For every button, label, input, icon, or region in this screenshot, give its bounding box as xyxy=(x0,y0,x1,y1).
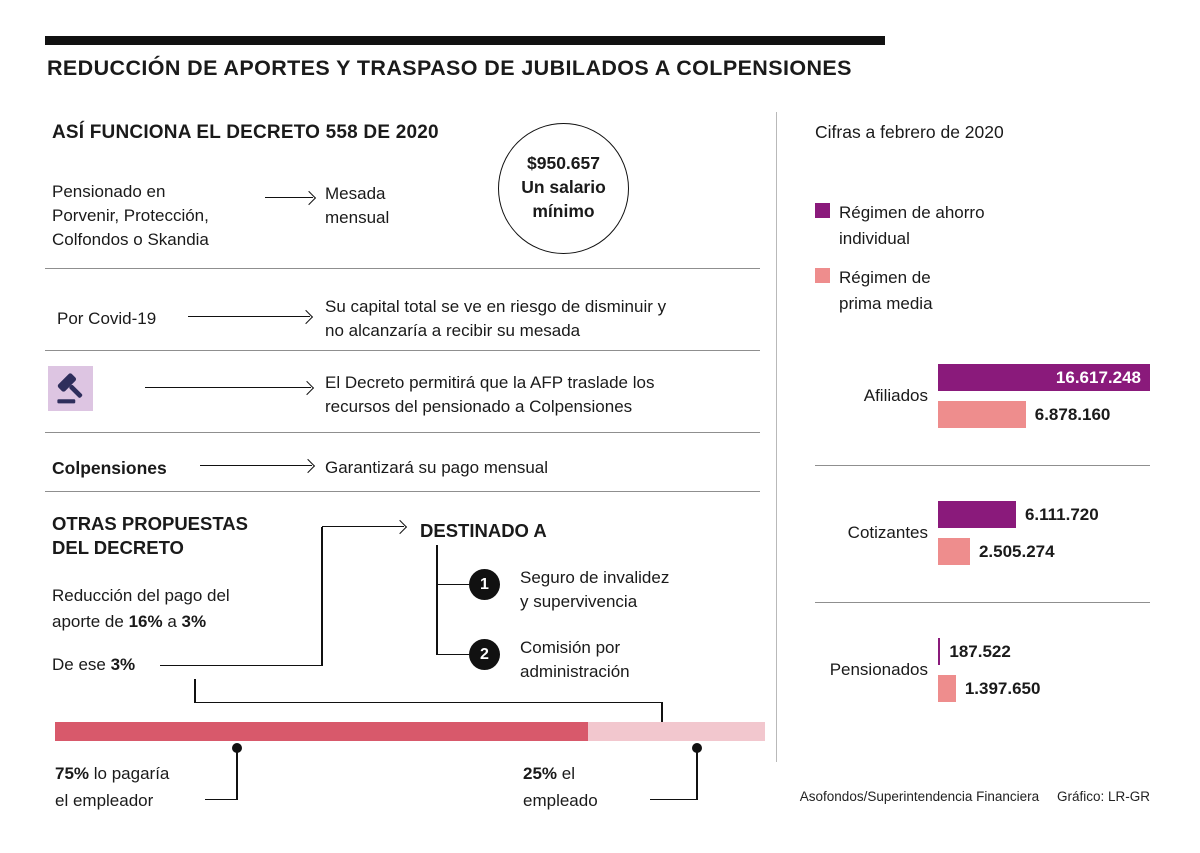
bar-value-label: 1.397.650 xyxy=(964,678,1041,698)
chart-group-divider xyxy=(815,602,1150,603)
legend-swatch-prima-media xyxy=(815,268,830,283)
callout-line xyxy=(650,799,697,800)
connector-line xyxy=(661,702,663,722)
category-label: Afiliados xyxy=(863,386,928,405)
legend-label-prima-media: Régimen de prima media xyxy=(839,268,933,313)
bar-value-label: 6.111.720 xyxy=(1024,504,1099,524)
employee-share-label: 25% el empleado xyxy=(523,764,598,811)
callout-line xyxy=(205,799,237,800)
destined-item-2: Comisión por administración xyxy=(520,638,630,682)
arrow-right-icon xyxy=(200,465,312,466)
legend-label-ahorro-individual: Régimen de ahorro individual xyxy=(839,203,985,248)
employer-share-label: 75% lo pagaría el empleador xyxy=(55,764,170,811)
bar-ahorro-individual xyxy=(938,638,941,665)
chart-group-pensionados: Pensionados 187.522 1.397.650 xyxy=(815,638,1150,702)
section-divider xyxy=(45,491,760,492)
arrow-right-icon xyxy=(265,197,313,198)
bar-row: 16.617.248 xyxy=(938,364,1150,391)
bar-row: 187.522 xyxy=(938,638,1150,665)
bar-row: 1.397.650 xyxy=(938,675,1150,702)
connector-line xyxy=(321,527,323,666)
connector-arrow-icon xyxy=(322,526,404,527)
bar-prima-media xyxy=(938,675,956,702)
de-ese-text: De ese 3% xyxy=(52,655,136,674)
callout-line xyxy=(696,751,698,800)
bar-ahorro-individual xyxy=(938,501,1016,528)
salary-circle: $950.657 Un salario mínimo xyxy=(498,123,629,254)
row4-target: Garantizará su pago mensual xyxy=(325,458,549,477)
bar-prima-media xyxy=(938,538,970,565)
row2-target: Su capital total se ve en riesgo de dism… xyxy=(325,297,667,341)
arrow-right-icon xyxy=(145,387,311,388)
bar-row: 6.878.160 xyxy=(938,401,1150,428)
employee-marker-dot xyxy=(692,743,702,753)
other-proposals-heading: OTRAS PROPUESTAS DEL DECRETO xyxy=(52,513,248,559)
bar-prima-media xyxy=(938,401,1026,428)
bar-value-label: 16.617.248 xyxy=(1055,367,1141,387)
row1-source: Pensionado en Porvenir, Protección, Colf… xyxy=(52,182,209,250)
legend-swatch-ahorro-individual xyxy=(815,203,830,218)
connector-line xyxy=(160,665,322,666)
right-section-heading: Cifras a febrero de 2020 xyxy=(815,122,1004,142)
gavel-icon-glyph xyxy=(57,373,83,404)
destined-heading: DESTINADO A xyxy=(420,520,547,541)
callout-line xyxy=(236,751,238,800)
row3-target: El Decreto permitirá que la AFP traslade… xyxy=(325,373,655,417)
chart-group-cotizantes: Cotizantes 6.111.720 2.505.274 xyxy=(815,501,1150,565)
reduction-text: Reducción del pago del aporte de 16% a 3… xyxy=(52,586,230,632)
bar-chart: Afiliados 16.617.248 6.878.160 Cotizantes 6.… xyxy=(815,364,1150,702)
salary-label-line1: Un salario xyxy=(521,177,606,198)
split-bar-employer xyxy=(55,722,588,741)
row1-target: Mesada mensual xyxy=(325,184,390,228)
credit-text: Gráfico: LR-GR xyxy=(1056,789,1150,804)
bar-value-label: 6.878.160 xyxy=(1034,404,1111,424)
connector-line xyxy=(194,702,662,703)
split-bar-employee xyxy=(587,722,765,741)
destined-item-1: Seguro de invalidez y supervivencia xyxy=(520,568,670,612)
bracket-line xyxy=(436,584,469,585)
numbered-badge-2: 2 xyxy=(469,639,500,670)
split-bar xyxy=(55,722,765,741)
salary-amount: $950.657 xyxy=(527,153,600,173)
bar-ahorro-individual: 16.617.248 xyxy=(938,364,1150,391)
section-divider xyxy=(45,432,760,433)
gavel-icon xyxy=(48,366,93,411)
bar-row: 6.111.720 xyxy=(938,501,1150,528)
section-divider xyxy=(45,268,760,269)
chart-group-afiliados: Afiliados 16.617.248 6.878.160 xyxy=(815,364,1150,428)
source-text: Asofondos/Superintendencia Financiera xyxy=(799,789,1040,804)
connector-line xyxy=(194,679,196,703)
bar-value-label: 2.505.274 xyxy=(978,541,1055,561)
bar-row: 2.505.274 xyxy=(938,538,1150,565)
employer-marker-dot xyxy=(232,743,242,753)
salary-label-line2: mínimo xyxy=(532,201,595,222)
section-divider xyxy=(45,350,760,351)
source-credit: Asofondos/Superintendencia Financiera Gr… xyxy=(800,789,1150,804)
page-title: REDUCCIÓN DE APORTES Y TRASPASO DE JUBIL… xyxy=(47,56,852,80)
row2-source: Por Covid-19 xyxy=(57,309,157,328)
category-label: Cotizantes xyxy=(847,523,928,542)
row4-source: Colpensiones xyxy=(52,458,167,478)
column-divider xyxy=(776,112,777,762)
bar-value-label: 187.522 xyxy=(949,641,1011,661)
chart-group-divider xyxy=(815,465,1150,466)
bracket-line xyxy=(436,654,469,655)
numbered-badge-1: 1 xyxy=(469,569,500,600)
category-label: Pensionados xyxy=(829,660,928,679)
left-section-heading: ASÍ FUNCIONA EL DECRETO 558 DE 2020 xyxy=(52,122,439,143)
bracket-line xyxy=(436,545,438,655)
title-rule xyxy=(45,36,885,45)
arrow-right-icon xyxy=(188,316,310,317)
